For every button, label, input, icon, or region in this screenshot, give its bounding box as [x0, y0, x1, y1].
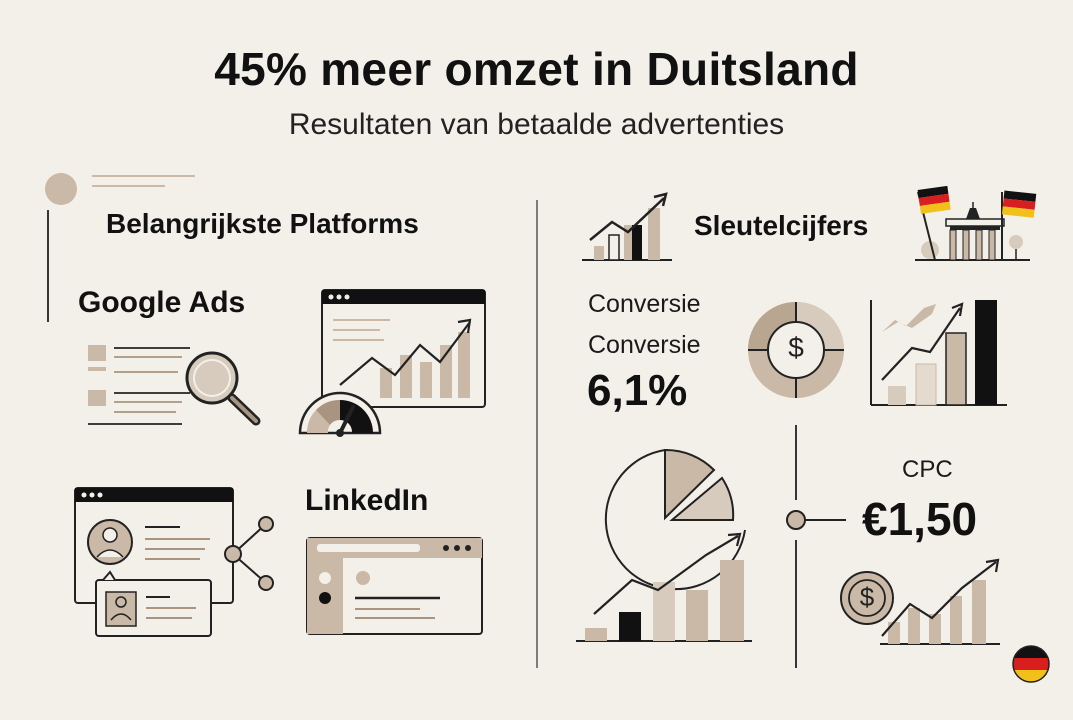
bar-growth-icon	[870, 300, 1007, 406]
page-subtitle: Resultaten van betaalde advertenties	[288, 108, 785, 141]
platform-linkedin-label: LinkedIn	[305, 484, 429, 517]
cpc-connector	[786, 425, 846, 668]
pie-growth-icon	[576, 448, 752, 642]
dollar-symbol: $	[788, 332, 804, 363]
brandenburg-gate-icon	[915, 202, 1030, 261]
germany-flag-badge-icon	[1012, 645, 1050, 683]
page-title: 45% meer omzet in Duitsland	[214, 43, 859, 95]
conversion-value: 6,1%	[587, 366, 688, 415]
share-network-icon	[224, 516, 274, 591]
conversion-label-2: Conversie	[588, 331, 701, 359]
platform-google-ads-label: Google Ads	[78, 286, 246, 319]
profile-windows-icon	[74, 487, 234, 637]
magnifier-icon	[185, 351, 261, 426]
growth-chart-icon	[582, 192, 672, 261]
search-results-icon	[88, 345, 190, 425]
coin-dollar-symbol: $	[859, 582, 875, 612]
coin-growth-icon	[840, 558, 1000, 645]
conversion-label-1: Conversie	[588, 290, 701, 318]
analytics-browser-icon	[321, 289, 486, 408]
kpi-heading: Sleutelcijfers	[694, 210, 869, 241]
gauge-icon	[298, 391, 382, 437]
german-flag-icon	[917, 185, 1037, 261]
platforms-heading: Belangrijkste Platforms	[106, 208, 419, 239]
donut-currency-icon	[748, 302, 844, 398]
feed-browser-icon	[306, 537, 483, 635]
cpc-value: €1,50	[862, 493, 978, 545]
cpc-label: CPC	[902, 456, 953, 483]
left-ornament	[45, 173, 195, 322]
